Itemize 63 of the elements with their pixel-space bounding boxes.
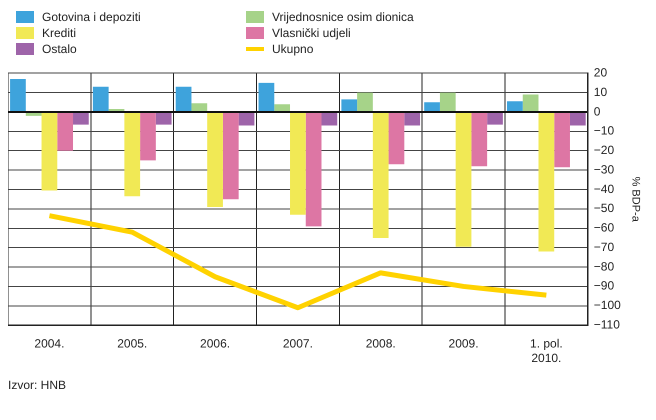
- y-tick-label: −30: [594, 162, 614, 176]
- bar: [471, 112, 488, 166]
- y-axis-title: % BDP-a: [629, 176, 642, 223]
- bar: [26, 112, 42, 116]
- bar: [522, 94, 538, 111]
- bar: [258, 82, 274, 111]
- legend-label: Ukupno: [272, 42, 314, 56]
- bar: [140, 112, 156, 160]
- bar: [507, 101, 523, 111]
- bar: [124, 112, 140, 196]
- bar: [440, 92, 456, 111]
- bar: [57, 112, 74, 151]
- x-tick-label: 2005.: [117, 336, 148, 351]
- legend-label: Vrijednosnice osim dionica: [272, 10, 414, 24]
- legend-label: Krediti: [42, 26, 76, 40]
- bar: [176, 86, 192, 111]
- x-tick-label: 2007.: [282, 336, 313, 351]
- bar: [357, 92, 373, 111]
- bar: [191, 103, 208, 111]
- y-tick-label: −50: [594, 201, 614, 216]
- bar: [538, 112, 554, 252]
- legend-label: Ostalo: [42, 42, 77, 56]
- text: Izvor: HNB: [8, 378, 68, 392]
- bar: [404, 112, 420, 126]
- bar: [73, 112, 89, 125]
- y-tick-label: −60: [594, 220, 614, 235]
- y-tick-label: −100: [594, 298, 622, 312]
- bar: [290, 112, 306, 215]
- bar: [306, 112, 322, 226]
- x-tick-label: 2004.: [34, 336, 64, 351]
- y-tick-label: 0: [594, 104, 601, 118]
- legend-label: Gotovina i depoziti: [42, 10, 141, 24]
- bar: [222, 112, 239, 200]
- bar: [372, 112, 389, 238]
- bar: [570, 112, 586, 126]
- y-tick-label: −80: [594, 259, 614, 274]
- y-tick-label: −70: [594, 240, 614, 254]
- y-tick-label: −20: [594, 143, 614, 158]
- y-tick-label: −40: [594, 182, 614, 196]
- bar: [554, 112, 570, 168]
- bar: [321, 112, 338, 126]
- x-tick-label: 2008.: [366, 336, 396, 351]
- y-tick-label: −90: [594, 278, 614, 293]
- x-tick-label: 2009.: [448, 336, 479, 351]
- bar: [274, 104, 290, 111]
- bar: [10, 79, 26, 111]
- bar: [238, 112, 254, 126]
- y-tick-label: 20: [594, 66, 608, 80]
- y-tick-label: −10: [594, 124, 614, 138]
- bar: [424, 102, 440, 111]
- bar: [207, 112, 223, 207]
- y-tick-label: −110: [594, 318, 620, 332]
- bar: [388, 112, 404, 164]
- y-tick-label: 10: [594, 84, 608, 99]
- bar: [487, 112, 503, 125]
- bar: [341, 99, 358, 111]
- bar: [456, 112, 472, 247]
- x-tick-label: 1. pol. 2010.: [530, 336, 563, 366]
- bar: [42, 112, 58, 190]
- legend-label: Vlasnički udjeli: [272, 26, 351, 40]
- bar: [92, 86, 109, 111]
- bar: [156, 112, 172, 125]
- x-tick-label: 2006.: [200, 336, 230, 351]
